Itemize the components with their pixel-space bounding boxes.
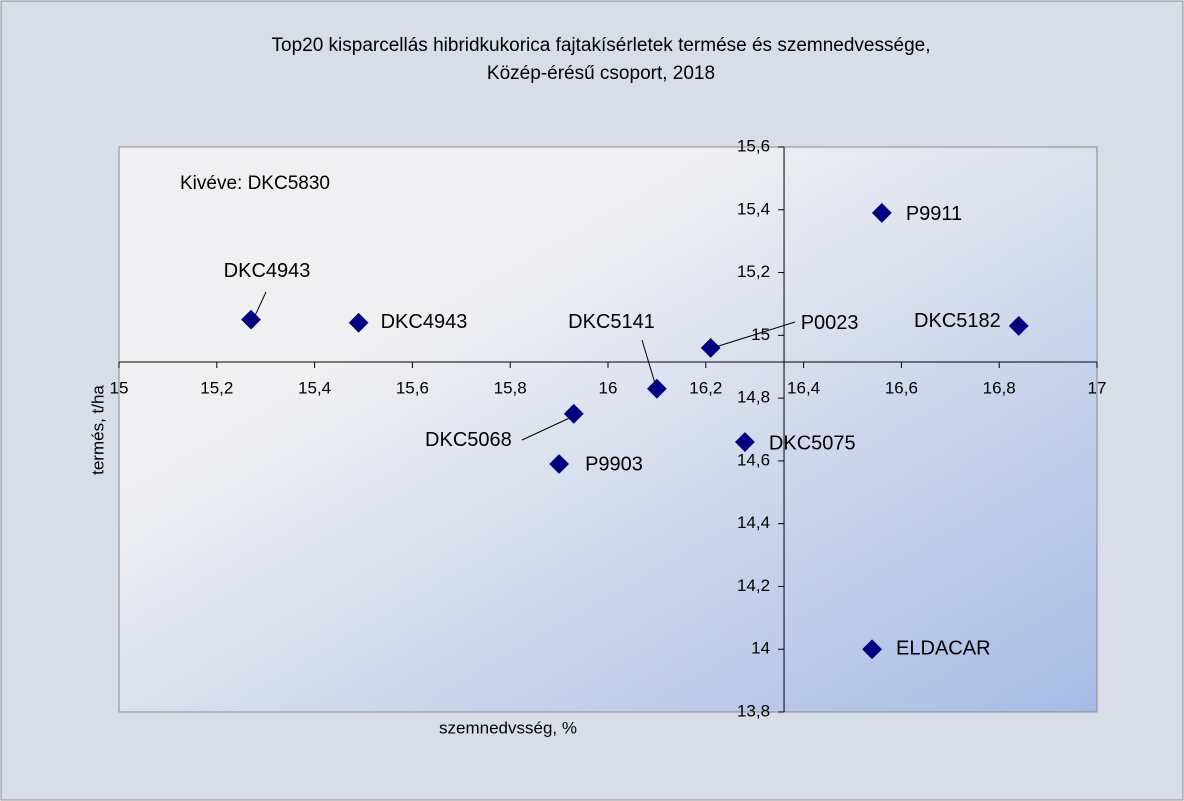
plot-area bbox=[118, 146, 1098, 713]
point-label: P0023 bbox=[801, 312, 859, 334]
y-tick-label: 15,2 bbox=[737, 262, 770, 281]
point bbox=[241, 309, 261, 330]
y-tick-label: 15,6 bbox=[737, 136, 770, 155]
point-label: ELDACAR bbox=[896, 638, 990, 660]
y-tick-label: 14,6 bbox=[737, 450, 770, 469]
point bbox=[862, 639, 882, 660]
y-tick-label: 14,8 bbox=[737, 388, 770, 407]
point-label: DKC5075 bbox=[769, 432, 856, 454]
point bbox=[1008, 316, 1029, 336]
y-tick-label: 14 bbox=[751, 639, 770, 658]
y-tick-label: 14,2 bbox=[737, 576, 770, 595]
point-label: DKC5141 bbox=[568, 311, 655, 333]
y-tick-label: 15,4 bbox=[737, 199, 770, 218]
x-tick-label: 15,8 bbox=[494, 378, 527, 397]
point-label: DKC5182 bbox=[914, 310, 1001, 332]
leader-line bbox=[708, 321, 796, 350]
x-tick-label: 17 bbox=[1088, 378, 1107, 397]
point-label: DKC4943 bbox=[381, 311, 468, 333]
x-tick-label: 16,4 bbox=[787, 378, 820, 397]
y-tick-label: 14,4 bbox=[737, 513, 770, 532]
chart-title: Közép-érésű csoport, 2018 bbox=[487, 63, 715, 84]
point-label: P9903 bbox=[585, 453, 643, 475]
point bbox=[549, 454, 569, 474]
point bbox=[735, 432, 755, 452]
point bbox=[563, 403, 584, 424]
x-tick-label: 15 bbox=[110, 378, 129, 397]
y-axis-label: termés, t/ha bbox=[88, 385, 107, 475]
point bbox=[348, 312, 369, 333]
y-tick-label: 15 bbox=[751, 325, 770, 344]
x-tick-label: 16,6 bbox=[885, 378, 918, 397]
point-label: DKC4943 bbox=[224, 260, 311, 282]
x-tick-label: 15,2 bbox=[200, 378, 233, 397]
leader-line bbox=[521, 414, 577, 441]
point bbox=[647, 378, 667, 399]
point-label: P9911 bbox=[906, 203, 962, 225]
x-tick-label: 15,4 bbox=[298, 378, 331, 397]
x-axis-label: szemnedvsség, % bbox=[439, 718, 577, 737]
x-tick-label: 16,8 bbox=[983, 378, 1016, 397]
y-tick-label: 13,8 bbox=[737, 701, 770, 720]
point bbox=[700, 337, 721, 358]
x-tick-label: 15,6 bbox=[396, 378, 429, 397]
annotation: Kivéve: DKC5830 bbox=[180, 173, 330, 194]
x-tick-label: 16 bbox=[599, 378, 618, 397]
x-tick-label: 16,2 bbox=[689, 378, 722, 397]
chart-title: Top20 kisparcellás hibridkukorica fajtak… bbox=[272, 35, 931, 56]
point-label: DKC5068 bbox=[425, 429, 512, 451]
